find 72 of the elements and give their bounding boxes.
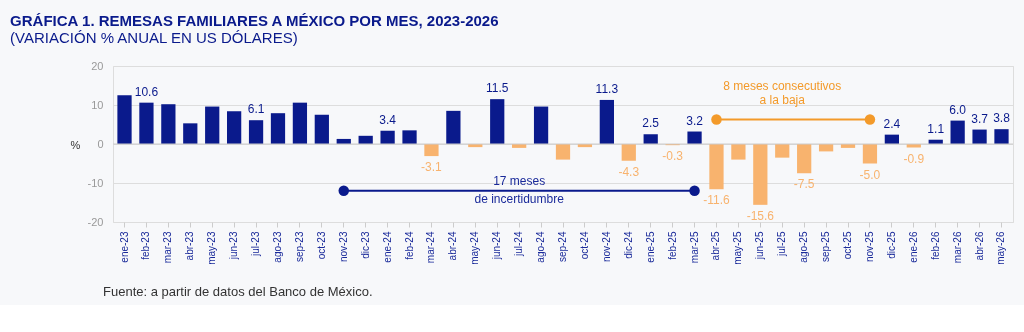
data-label: 3.4 [379, 112, 397, 127]
x-tick-label: mar-26 [951, 231, 963, 264]
data-label: -4.3 [618, 164, 640, 179]
data-label: -3.1 [421, 160, 443, 175]
data-label: -0.3 [662, 149, 684, 164]
x-tick-label: ene-24 [381, 231, 393, 263]
x-tick-label: oct-25 [842, 231, 854, 260]
x-tick-label: feb-23 [140, 231, 152, 260]
x-tick-label: mar-25 [688, 231, 700, 264]
data-label: 6.1 [247, 102, 265, 117]
chart-subtitle: (VARIACIÓN % ANUAL EN US DÓLARES) [10, 29, 298, 46]
x-tick-label: jun-24 [491, 231, 503, 261]
data-label: -0.9 [903, 151, 925, 166]
x-tick-label: feb-25 [666, 231, 678, 260]
annotation: 17 meses de incertidumbre [474, 173, 565, 206]
x-tick-label: mar-24 [425, 231, 437, 264]
data-label: -15.6 [746, 208, 775, 223]
y-tick-label: 20 [91, 59, 104, 72]
source-note: Fuente: a partir de datos del Banco de México. [103, 284, 373, 299]
x-tick-label: dic-23 [359, 231, 371, 259]
x-tick-label: sep-25 [820, 231, 832, 263]
x-tick-label: abr-24 [447, 231, 459, 261]
x-tick-label: dic-24 [622, 231, 634, 259]
data-label: 2.5 [642, 116, 660, 131]
x-tick-label: ago-23 [271, 231, 283, 263]
x-tick-label: oct-23 [315, 231, 327, 260]
x-tick-label: sep-23 [293, 231, 305, 263]
data-label: -11.6 [703, 193, 731, 208]
x-tick-label: jul-24 [513, 231, 525, 257]
x-tick-label: abr-25 [710, 231, 722, 261]
x-tick-label: sep-24 [557, 231, 568, 263]
x-tick-label: ene-25 [644, 231, 656, 263]
x-tick-label: nov-24 [600, 231, 612, 263]
data-label: 3.8 [993, 111, 1011, 126]
data-label: 10.6 [134, 84, 159, 99]
data-label: -5.0 [859, 167, 881, 182]
data-label: -7.5 [793, 177, 815, 192]
y-tick-label: 0 [97, 137, 104, 150]
x-tick-label: mar-23 [162, 231, 174, 264]
y-tick-label: 10 [91, 98, 104, 111]
x-tick-label: may-24 [469, 231, 481, 265]
x-tick-label: ago-25 [798, 231, 810, 263]
x-tick-label: ene-23 [118, 231, 130, 263]
x-tick-label: ago-24 [535, 231, 547, 263]
x-tick-label: feb-26 [929, 231, 941, 260]
x-tick-label: jul-23 [250, 231, 262, 257]
x-tick-label: nov-25 [863, 231, 875, 263]
x-tick-label: may-23 [206, 231, 218, 265]
x-tick-label: abr-26 [973, 231, 985, 261]
annotation: 8 meses consecutivos a la baja [723, 79, 842, 108]
data-label: 3.2 [686, 113, 704, 128]
data-label: 11.3 [595, 81, 619, 96]
data-label: 11.5 [485, 81, 509, 96]
x-tick-label: oct-24 [578, 231, 590, 260]
data-label: 2.4 [883, 116, 901, 131]
data-label: 3.7 [971, 111, 989, 126]
y-tick-label: -20 [87, 215, 104, 228]
x-tick-label: jun-23 [228, 231, 240, 261]
data-label: 6.0 [949, 102, 967, 117]
x-tick-label: may-26 [995, 231, 1007, 265]
x-tick-label: nov-23 [337, 231, 349, 263]
x-tick-label: feb-24 [403, 231, 415, 260]
y-tick-label: -10 [87, 176, 104, 189]
chart-title: GRÁFICA 1. REMESAS FAMILIARES A MÉXICO POR MES, 2023-2026 [10, 12, 499, 29]
data-label: 1.1 [927, 121, 945, 136]
x-tick-label: dic-25 [885, 231, 897, 259]
x-tick-label: ene-26 [907, 231, 919, 263]
x-tick-label: may-25 [732, 231, 744, 265]
x-tick-label: jul-25 [776, 231, 788, 257]
x-tick-label: jun-25 [754, 231, 766, 261]
y-axis-title: % [70, 138, 81, 151]
x-tick-label: abr-23 [184, 231, 196, 261]
